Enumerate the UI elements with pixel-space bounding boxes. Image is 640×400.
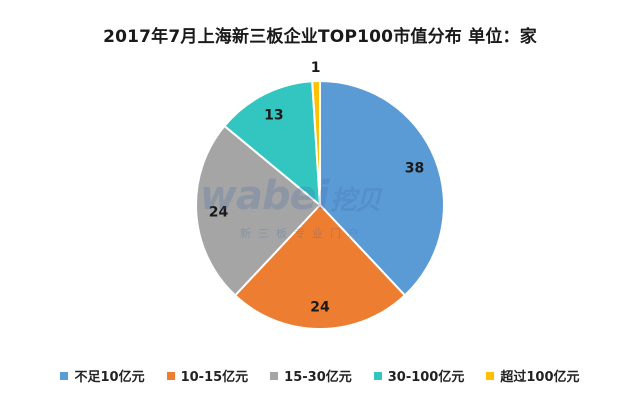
legend-swatch-0 bbox=[60, 371, 69, 380]
legend-swatch-1 bbox=[166, 371, 175, 380]
data-label-0: 38 bbox=[405, 161, 424, 177]
data-label-1: 24 bbox=[310, 300, 330, 316]
legend-label-1: 10-15亿元 bbox=[180, 370, 249, 385]
pie-slice-1 bbox=[233, 203, 407, 330]
legend-label-4: 超过100亿元 bbox=[500, 370, 580, 385]
legend-label-2: 15-30亿元 bbox=[284, 370, 352, 385]
data-label-2: 24 bbox=[209, 204, 229, 220]
chart-title: 2017年7月上海新三板企业TOP100市值分布 单位：家 bbox=[103, 27, 537, 47]
legend-label-0: 不足10亿元 bbox=[74, 370, 145, 385]
legend-label-3: 30-100亿元 bbox=[387, 370, 465, 385]
pie-slice-4 bbox=[311, 79, 321, 206]
legend-swatch-3 bbox=[373, 371, 382, 380]
legend: 不足10亿元 10-15亿元 15-30亿元 30-100亿元 超过100亿元 bbox=[0, 366, 640, 385]
legend-swatch-4 bbox=[486, 371, 495, 380]
legend-item-4: 超过100亿元 bbox=[486, 366, 580, 385]
legend-item-0: 不足10亿元 bbox=[60, 366, 145, 385]
data-label-4: 1 bbox=[311, 60, 321, 76]
pie-slice-2 bbox=[195, 124, 322, 297]
data-label-3: 13 bbox=[264, 107, 283, 123]
legend-item-2: 15-30亿元 bbox=[270, 366, 352, 385]
pie-slice-3 bbox=[223, 80, 322, 208]
legend-swatch-2 bbox=[270, 371, 279, 380]
legend-item-1: 10-15亿元 bbox=[166, 366, 249, 385]
legend-item-3: 30-100亿元 bbox=[373, 366, 465, 385]
pie-slice-0 bbox=[319, 79, 445, 297]
